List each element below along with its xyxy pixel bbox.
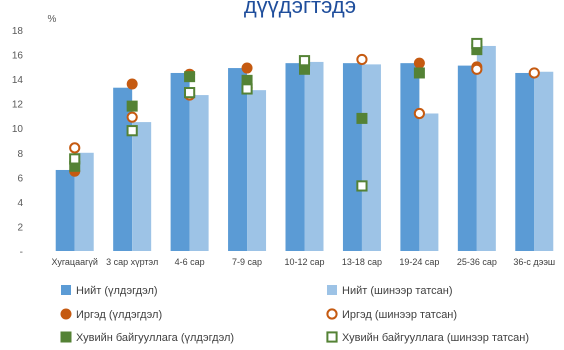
legend-swatch — [60, 308, 72, 320]
marker-square-hollow-4 — [298, 55, 311, 67]
bar-total-new-2 — [189, 95, 209, 251]
bars-layer — [55, 45, 554, 252]
bar-total-balance-6 — [400, 63, 420, 252]
x-tick-label: 36-с дээш — [513, 257, 555, 267]
bar-total-new-1 — [132, 122, 152, 251]
marker-circle-hollow-0 — [69, 142, 81, 154]
legend-item: Хувийн байгууллага (үлдэгдэл) — [60, 331, 234, 344]
bar-total-balance-8 — [515, 72, 535, 251]
marker-square-filled-5 — [356, 112, 368, 124]
marker-circle-filled-3 — [241, 62, 253, 74]
y-tick-label: 4 — [17, 198, 23, 209]
marker-circle-filled-1 — [126, 78, 138, 90]
markers-layer — [69, 37, 540, 192]
y-tick-label: 18 — [12, 26, 24, 37]
marker-square-hollow-5 — [356, 180, 368, 192]
x-tick-label: 3 сар хүртэл — [106, 257, 158, 267]
bar-total-new-5 — [361, 64, 381, 251]
bar-total-new-6 — [419, 113, 439, 251]
y-tick-label: - — [20, 247, 23, 258]
x-tick-label: 13-18 сар — [342, 257, 382, 267]
legend-label: Иргэд (шинээр татсан) — [342, 309, 457, 321]
bar-total-balance-0 — [55, 169, 75, 251]
x-tick-label: 25-36 сар — [457, 257, 497, 267]
y-tick-label: 10 — [12, 124, 24, 135]
marker-circle-filled-6 — [413, 57, 425, 69]
marker-square-hollow-3 — [241, 83, 253, 95]
chart-title: дүүдэгтэдэ — [244, 0, 356, 18]
marker-square-filled-4 — [299, 63, 310, 75]
bar-total-new-0 — [74, 152, 94, 251]
y-unit-label: % — [48, 14, 57, 25]
marker-square-filled-1 — [126, 100, 138, 112]
marker-circle-hollow-8 — [528, 67, 540, 79]
x-tick-label: 10-12 сар — [284, 257, 324, 267]
legend-swatch — [61, 285, 71, 295]
y-tick-label: 16 — [12, 51, 24, 62]
y-tick-label: 6 — [17, 173, 23, 184]
marker-square-hollow-1 — [126, 125, 138, 137]
bar-total-balance-5 — [342, 63, 362, 252]
legend-item: Хувийн байгууллага (шинээр татсан) — [326, 331, 529, 344]
marker-square-filled-7 — [471, 44, 483, 56]
bar-total-balance-4 — [285, 63, 305, 252]
legend-swatch — [60, 331, 72, 343]
legend-item: Иргэд (үлдэгдэл) — [60, 308, 162, 321]
legend-swatch — [326, 308, 338, 320]
marker-circle-hollow-7 — [471, 63, 483, 75]
legend-label: Иргэд (үлдэгдэл) — [76, 309, 162, 321]
legend: Нийт (үлдэгдэл) Нийт (шинээр татсан) Иргэд… — [60, 285, 529, 344]
bar-total-balance-2 — [170, 72, 190, 251]
bar-total-balance-1 — [113, 87, 133, 251]
x-tick-label: 7-9 сар — [232, 257, 262, 267]
legend-item: Нийт (үлдэгдэл) — [61, 285, 158, 297]
marker-square-hollow-7 — [471, 37, 483, 50]
bar-total-balance-3 — [228, 68, 248, 251]
legend-item: Нийт (шинээр татсан) — [327, 285, 453, 297]
legend-label: Нийт (шинээр татсан) — [342, 285, 453, 297]
bar-total-new-3 — [247, 90, 267, 252]
marker-circle-hollow-6 — [413, 107, 425, 120]
marker-square-filled-0 — [69, 160, 81, 172]
marker-square-filled-2 — [184, 71, 196, 83]
x-tick-label: Хугацаагүй — [52, 257, 98, 267]
bar-total-new-8 — [534, 71, 554, 251]
legend-swatch — [327, 285, 337, 295]
marker-square-filled-6 — [413, 67, 425, 79]
marker-square-filled-3 — [241, 74, 253, 86]
y-tick-label: 8 — [17, 149, 23, 160]
legend-label: Хувийн байгууллага (шинээр татсан) — [342, 332, 529, 344]
legend-label: Нийт (үлдэгдэл) — [76, 285, 158, 297]
marker-square-hollow-0 — [69, 153, 81, 165]
y-tick-label: 12 — [12, 100, 24, 111]
marker-square-hollow-2 — [184, 87, 196, 99]
x-tick-labels: Хугацаагүй 3 сар хүртэл 4-6 сар 7-9 сар 10-1… — [52, 257, 556, 267]
bar-total-balance-7 — [457, 65, 477, 251]
bar-total-new-7 — [476, 45, 496, 251]
marker-circle-hollow-5 — [356, 53, 368, 66]
marker-circle-hollow-1 — [126, 111, 138, 123]
legend-item: Иргэд (шинээр татсан) — [326, 308, 457, 321]
x-tick-label: 4-6 сар — [175, 257, 205, 267]
y-tick-label: 2 — [17, 222, 23, 233]
legend-label: Хувийн байгууллага (үлдэгдэл) — [76, 332, 234, 344]
y-tick-label: 14 — [12, 75, 24, 86]
bar-total-new-4 — [304, 61, 324, 251]
legend-swatch — [326, 331, 338, 343]
x-tick-label: 19-24 сар — [399, 257, 439, 267]
axis-layer: - 2 4 6 8 10 12 14 16 18 — [12, 26, 24, 258]
